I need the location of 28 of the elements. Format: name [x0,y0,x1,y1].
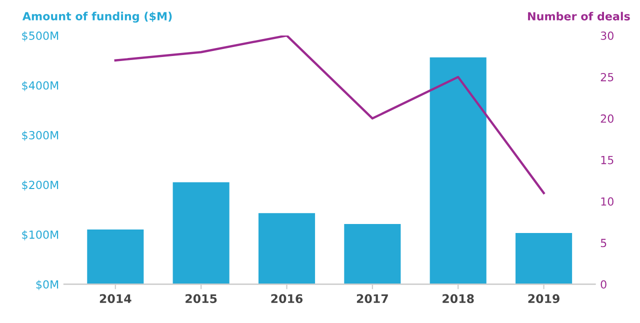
y-tick-label: $0M [36,280,58,290]
bar [172,182,230,284]
bar [87,230,144,284]
y2-tick-label: 10 [601,197,614,206]
y2-tick-label: 25 [600,72,614,82]
y2-axis-title: Number of deals [528,12,630,20]
x-tick-label: 2017 [356,294,388,304]
y2-tick-label: 30 [600,32,614,40]
x-tick-label: 2014 [100,294,132,304]
line-series [114,36,545,194]
y-tick-label: $400M [22,81,58,92]
y2-tick-label: 5 [600,238,606,248]
y-tick-label: $100M [22,230,58,240]
y2-tick-label: 15 [601,156,614,164]
y2-tick-label: 20 [600,114,614,123]
bar [516,233,572,284]
bar [430,57,486,284]
bar [344,224,401,284]
y-tick-label: $200M [22,180,58,191]
y-axis-title: Amount of funding ($M) [22,12,172,23]
x-tick-label: 2015 [186,294,217,304]
x-tick-label: 2016 [271,294,303,304]
y2-tick-label: 0 [600,280,606,289]
bar [258,213,316,284]
x-tick-label: 2019 [528,294,560,304]
y-tick-label: $500M [22,31,58,42]
x-tick-label: 2018 [442,294,474,304]
y-tick-label: $300M [22,130,58,141]
